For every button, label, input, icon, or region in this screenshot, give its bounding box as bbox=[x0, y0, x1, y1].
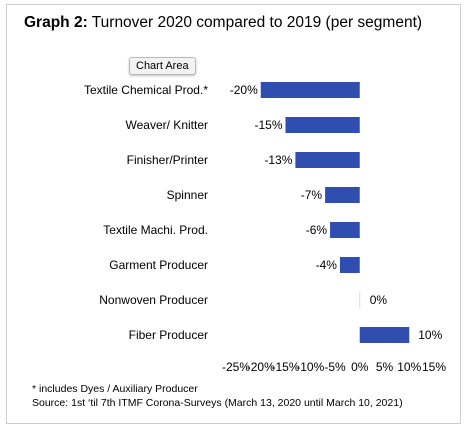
category-label: Finisher/Printer bbox=[127, 153, 208, 167]
category-label: Nonwoven Producer bbox=[99, 293, 208, 307]
data-label: -20% bbox=[230, 83, 258, 97]
x-tick-label: -25% bbox=[222, 360, 250, 374]
chart-title-lead: Graph 2: bbox=[24, 14, 88, 31]
footnotes: * includes Dyes / Auxiliary Producer Sou… bbox=[32, 382, 403, 410]
category-label: Garment Producer bbox=[109, 258, 208, 272]
x-tick-label: -20% bbox=[247, 360, 275, 374]
data-label: -7% bbox=[301, 188, 323, 202]
chart-title: Graph 2: Turnover 2020 compared to 2019 … bbox=[24, 14, 422, 32]
bar bbox=[325, 187, 360, 203]
x-tick-label: -10% bbox=[296, 360, 324, 374]
footnote-source: Source: 1st ‘til 7th ITMF Corona-Surveys… bbox=[32, 397, 403, 409]
bar bbox=[260, 82, 360, 98]
bar bbox=[285, 117, 360, 133]
data-label: -6% bbox=[306, 223, 328, 237]
bar bbox=[339, 257, 360, 273]
x-tick-label: 10% bbox=[397, 360, 421, 374]
bar bbox=[330, 222, 360, 238]
data-label: -4% bbox=[316, 258, 338, 272]
category-label: Spinner bbox=[167, 188, 208, 202]
category-label: Weaver/ Knitter bbox=[126, 118, 208, 132]
x-tick-label: -15% bbox=[271, 360, 299, 374]
data-label: 10% bbox=[418, 328, 442, 342]
data-label: 0% bbox=[370, 293, 388, 307]
chart-frame[interactable] bbox=[6, 4, 461, 424]
category-label: Fiber Producer bbox=[129, 328, 208, 342]
x-tick-label: 15% bbox=[422, 360, 446, 374]
footnote-includes: * includes Dyes / Auxiliary Producer bbox=[32, 383, 198, 395]
chart-title-text: Turnover 2020 compared to 2019 (per segm… bbox=[91, 14, 423, 31]
category-label: Textile Machi. Prod. bbox=[103, 223, 208, 237]
chart-area-tooltip: Chart Area bbox=[129, 57, 196, 75]
category-label: Textile Chemical Prod.* bbox=[84, 83, 208, 97]
x-tick-label: 5% bbox=[376, 360, 394, 374]
data-label: -15% bbox=[254, 118, 282, 132]
data-label: -13% bbox=[264, 153, 292, 167]
bar bbox=[359, 327, 410, 343]
x-tick-label: -5% bbox=[324, 360, 346, 374]
bar bbox=[295, 152, 360, 168]
x-tick-label: 0% bbox=[351, 360, 369, 374]
bar bbox=[359, 292, 361, 308]
